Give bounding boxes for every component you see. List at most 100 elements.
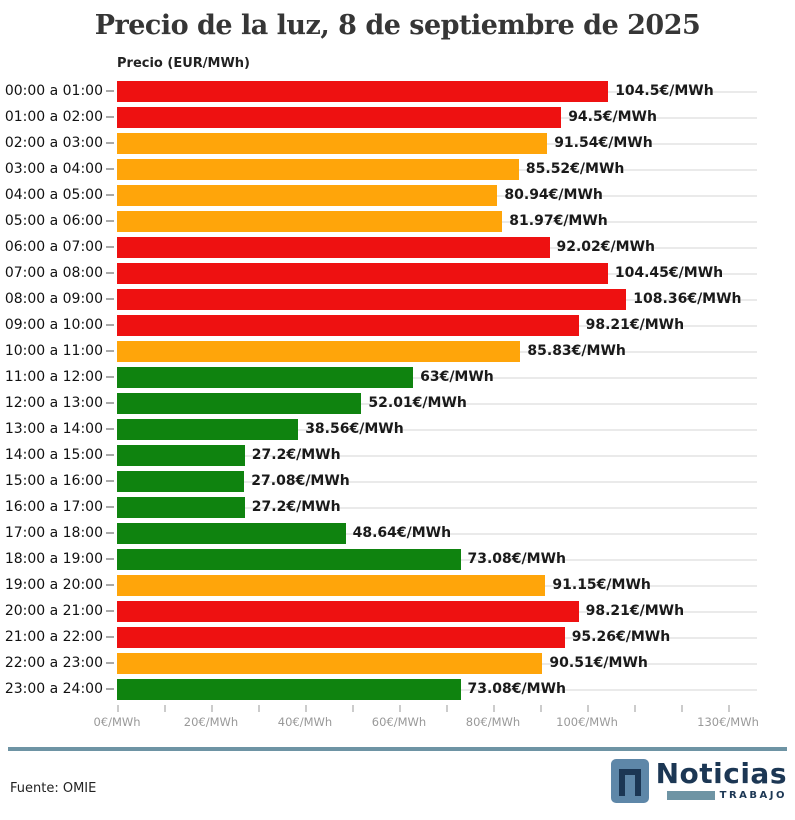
price-bar — [117, 444, 245, 466]
chart-row: 14:00 a 15:00 27.2€/MWh — [0, 442, 795, 468]
y-tick-mark — [106, 584, 114, 586]
chart-row: 09:00 a 10:00 98.21€/MWh — [0, 312, 795, 338]
bar-area: 90.51€/MWh — [117, 650, 795, 676]
price-value-label: 27.08€/MWh — [251, 473, 350, 489]
hour-range-label: 19:00 a 20:00 — [4, 577, 103, 593]
logo-n-icon — [610, 759, 649, 803]
hour-range-label: 01:00 a 02:00 — [4, 109, 103, 125]
bar-area: 85.52€/MWh — [117, 156, 795, 182]
price-value-label: 98.21€/MWh — [585, 603, 685, 619]
x-tick-label: 80€/MWh — [465, 715, 521, 729]
x-tick-label: 130€/MWh — [697, 715, 759, 729]
price-value-label: 48.64€/MWh — [352, 525, 452, 541]
y-tick-mark — [106, 532, 114, 534]
hour-range-label: 02:00 a 03:00 — [4, 135, 103, 151]
chart-row: 19:00 a 20:00 91.15€/MWh — [0, 572, 795, 598]
y-tick-mark — [106, 636, 114, 638]
x-tick-label: 20€/MWh — [183, 715, 239, 729]
x-tick-mark — [587, 705, 589, 712]
hour-range-label: 21:00 a 22:00 — [4, 629, 103, 645]
bar-area: 52.01€/MWh — [117, 390, 795, 416]
price-value-label: 92.02€/MWh — [556, 239, 655, 255]
price-bar — [117, 392, 362, 414]
row-gridline — [117, 507, 757, 509]
bar-area: 27.2€/MWh — [117, 442, 795, 468]
hour-range-label: 15:00 a 16:00 — [4, 473, 103, 489]
chart-row: 20:00 a 21:00 98.21€/MWh — [0, 598, 795, 624]
chart-row: 23:00 a 24:00 73.08€/MWh — [0, 676, 795, 702]
x-tick-mark — [352, 705, 354, 712]
price-bar — [117, 262, 608, 284]
bar-chart: 00:00 a 01:00 104.5€/MWh 01:00 a 02:00 9… — [0, 78, 795, 702]
chart-row: 17:00 a 18:00 48.64€/MWh — [0, 520, 795, 546]
logo-n-glyph — [618, 768, 641, 796]
bar-area: 73.08€/MWh — [117, 676, 795, 702]
price-bar — [117, 80, 609, 102]
bar-area: 104.45€/MWh — [117, 260, 795, 286]
y-tick-mark — [106, 454, 114, 456]
bar-area: 95.26€/MWh — [117, 624, 795, 650]
hour-range-label: 16:00 a 17:00 — [4, 499, 103, 515]
price-value-label: 27.2€/MWh — [251, 499, 341, 515]
chart-row: 13:00 a 14:00 38.56€/MWh — [0, 416, 795, 442]
logo-accent-bar — [666, 791, 715, 801]
hour-range-label: 03:00 a 04:00 — [4, 161, 103, 177]
price-value-label: 81.97€/MWh — [509, 213, 608, 229]
price-bar — [117, 158, 519, 180]
x-tick-mark — [258, 705, 260, 712]
chart-row: 16:00 a 17:00 27.2€/MWh — [0, 494, 795, 520]
hour-range-label: 00:00 a 01:00 — [4, 83, 103, 99]
bar-area: 98.21€/MWh — [117, 312, 795, 338]
hour-range-label: 23:00 a 24:00 — [4, 681, 103, 697]
chart-row: 00:00 a 01:00 104.5€/MWh — [0, 78, 795, 104]
y-tick-mark — [106, 610, 114, 612]
y-tick-mark — [106, 246, 114, 248]
bar-area: 81.97€/MWh — [117, 208, 795, 234]
price-bar — [117, 210, 503, 232]
price-bar — [117, 236, 550, 258]
price-value-label: 108.36€/MWh — [633, 291, 742, 307]
chart-title: Precio de la luz, 8 de septiembre de 202… — [94, 10, 701, 41]
chart-row: 04:00 a 05:00 80.94€/MWh — [0, 182, 795, 208]
y-tick-mark — [106, 688, 114, 690]
price-value-label: 73.08€/MWh — [467, 551, 566, 567]
x-axis: 0€/MWh 20€/MWh 40€/MWh 60€/MWh 80€/MWh 100€/M… — [93, 702, 767, 738]
price-value-label: 98.21€/MWh — [585, 317, 685, 333]
y-tick-mark — [106, 220, 114, 222]
y-tick-mark — [106, 116, 114, 118]
price-value-label: 91.54€/MWh — [554, 135, 653, 151]
y-tick-mark — [106, 480, 114, 482]
footer: Fuente: OMIE Noticias TRABAJO — [0, 759, 795, 803]
row-gridline — [117, 429, 757, 431]
y-tick-mark — [106, 558, 114, 560]
price-value-label: 91.15€/MWh — [552, 577, 651, 593]
price-bar — [117, 184, 498, 206]
price-value-label: 104.45€/MWh — [614, 265, 724, 281]
chart-row: 05:00 a 06:00 81.97€/MWh — [0, 208, 795, 234]
x-tick-label: 40€/MWh — [277, 715, 333, 729]
price-bar — [117, 548, 461, 570]
x-tick-mark — [164, 705, 166, 712]
x-tick-label: 60€/MWh — [371, 715, 427, 729]
price-value-label: 85.52€/MWh — [525, 161, 625, 177]
chart-row: 01:00 a 02:00 94.5€/MWh — [0, 104, 795, 130]
logo-wordmark: Noticias TRABAJO — [656, 759, 787, 802]
x-tick-mark — [728, 705, 730, 712]
hour-range-label: 12:00 a 13:00 — [4, 395, 103, 411]
logo-sub-row: TRABAJO — [666, 790, 787, 801]
bar-area: 91.15€/MWh — [117, 572, 795, 598]
bar-area: 85.83€/MWh — [117, 338, 795, 364]
bar-area: 94.5€/MWh — [117, 104, 795, 130]
bar-area: 27.08€/MWh — [117, 468, 795, 494]
chart-row: 18:00 a 19:00 73.08€/MWh — [0, 546, 795, 572]
hour-range-label: 06:00 a 07:00 — [4, 239, 103, 255]
x-tick-mark — [305, 705, 307, 712]
price-bar — [117, 626, 565, 648]
y-tick-mark — [106, 298, 114, 300]
price-value-label: 95.26€/MWh — [571, 629, 671, 645]
price-bar — [117, 600, 579, 622]
price-bar — [117, 288, 627, 310]
y-tick-mark — [106, 376, 114, 378]
x-tick-mark — [540, 705, 542, 712]
price-bar — [117, 470, 245, 492]
